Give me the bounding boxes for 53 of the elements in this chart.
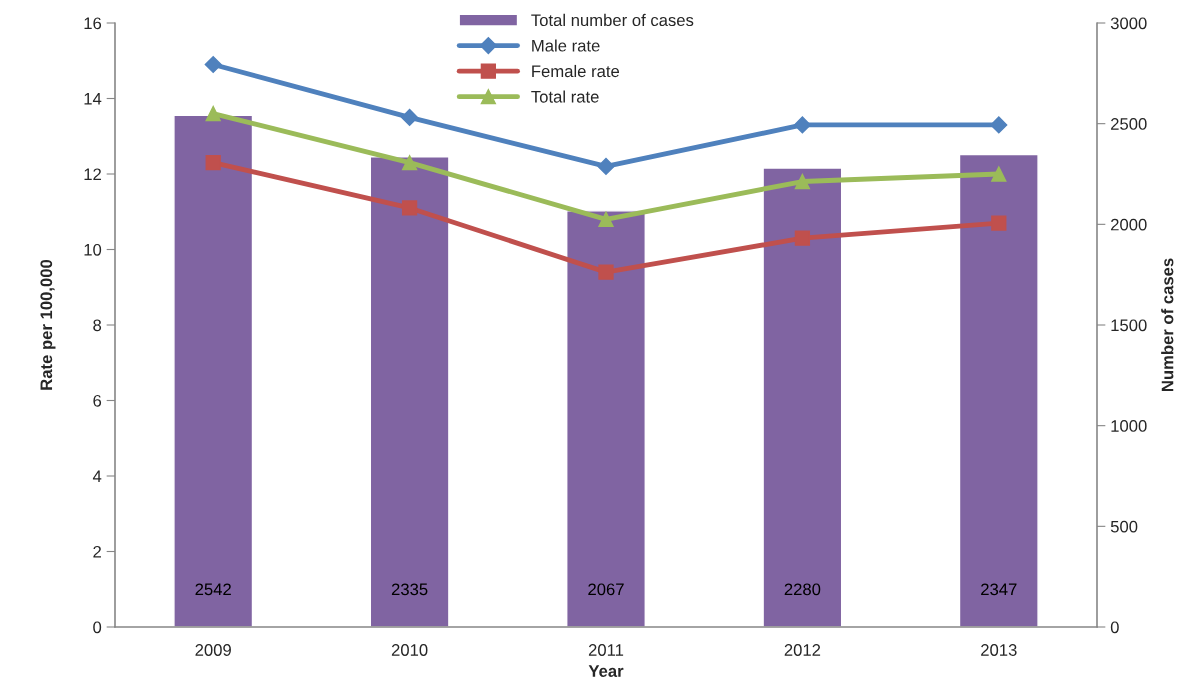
legend-label: Male rate xyxy=(532,39,600,52)
data-label: 2280 xyxy=(784,583,821,596)
data-label: 2067 xyxy=(588,583,624,596)
x-tick-label: 2010 xyxy=(391,644,428,656)
y2-tick-label: 1000 xyxy=(1111,420,1147,432)
y2-tick-label: 2500 xyxy=(1111,118,1147,130)
point xyxy=(597,157,615,176)
x-tick-label: 2013 xyxy=(981,644,1017,656)
point xyxy=(991,215,1007,231)
data-label: 2347 xyxy=(981,583,1017,596)
y-tick-label: 0 xyxy=(93,621,102,634)
point xyxy=(401,200,418,216)
x-tick-label: 2012 xyxy=(784,644,821,656)
point xyxy=(991,166,1007,182)
y-tick-label: 14 xyxy=(84,93,102,105)
point xyxy=(401,155,418,171)
point xyxy=(794,230,811,246)
bar xyxy=(369,156,450,627)
x-axis-title: Year xyxy=(588,665,624,677)
y-tick-label: 10 xyxy=(84,243,102,256)
y2-tick-label: 0 xyxy=(1110,621,1119,634)
point xyxy=(204,55,222,74)
y2-tick-label: 3000 xyxy=(1110,17,1147,30)
y-tick-label: 2 xyxy=(93,545,101,558)
data-label: 2335 xyxy=(391,583,428,596)
bar xyxy=(958,153,1039,627)
legend-label: Total number of cases xyxy=(531,13,694,27)
point xyxy=(598,264,614,280)
bar xyxy=(566,210,646,627)
point xyxy=(401,108,419,126)
bar xyxy=(762,167,843,627)
data-label: 2542 xyxy=(195,583,231,596)
point xyxy=(794,173,811,190)
point xyxy=(205,155,221,171)
y2-axis-title: Number of cases xyxy=(1161,258,1174,392)
x-tick-label: 2009 xyxy=(195,644,231,656)
y-axis-title: Rate per 100,000 xyxy=(40,259,56,390)
legend-label: Total rate xyxy=(531,90,599,103)
y-tick-label: 12 xyxy=(84,168,101,181)
y2-tick-label: 2000 xyxy=(1111,218,1147,231)
y-tick-label: 16 xyxy=(84,17,102,30)
y-tick-label: 8 xyxy=(93,319,102,332)
point xyxy=(205,105,221,122)
legend-label: Female rate xyxy=(532,64,620,78)
point xyxy=(793,116,811,134)
y-tick-label: 6 xyxy=(93,394,102,407)
x-tick-label: 2011 xyxy=(588,644,624,656)
bar xyxy=(173,114,254,627)
y2-tick-label: 500 xyxy=(1110,520,1138,533)
y2-tick-label: 1500 xyxy=(1111,319,1147,332)
point xyxy=(990,116,1008,134)
point xyxy=(598,211,614,227)
y-tick-label: 4 xyxy=(92,470,102,483)
